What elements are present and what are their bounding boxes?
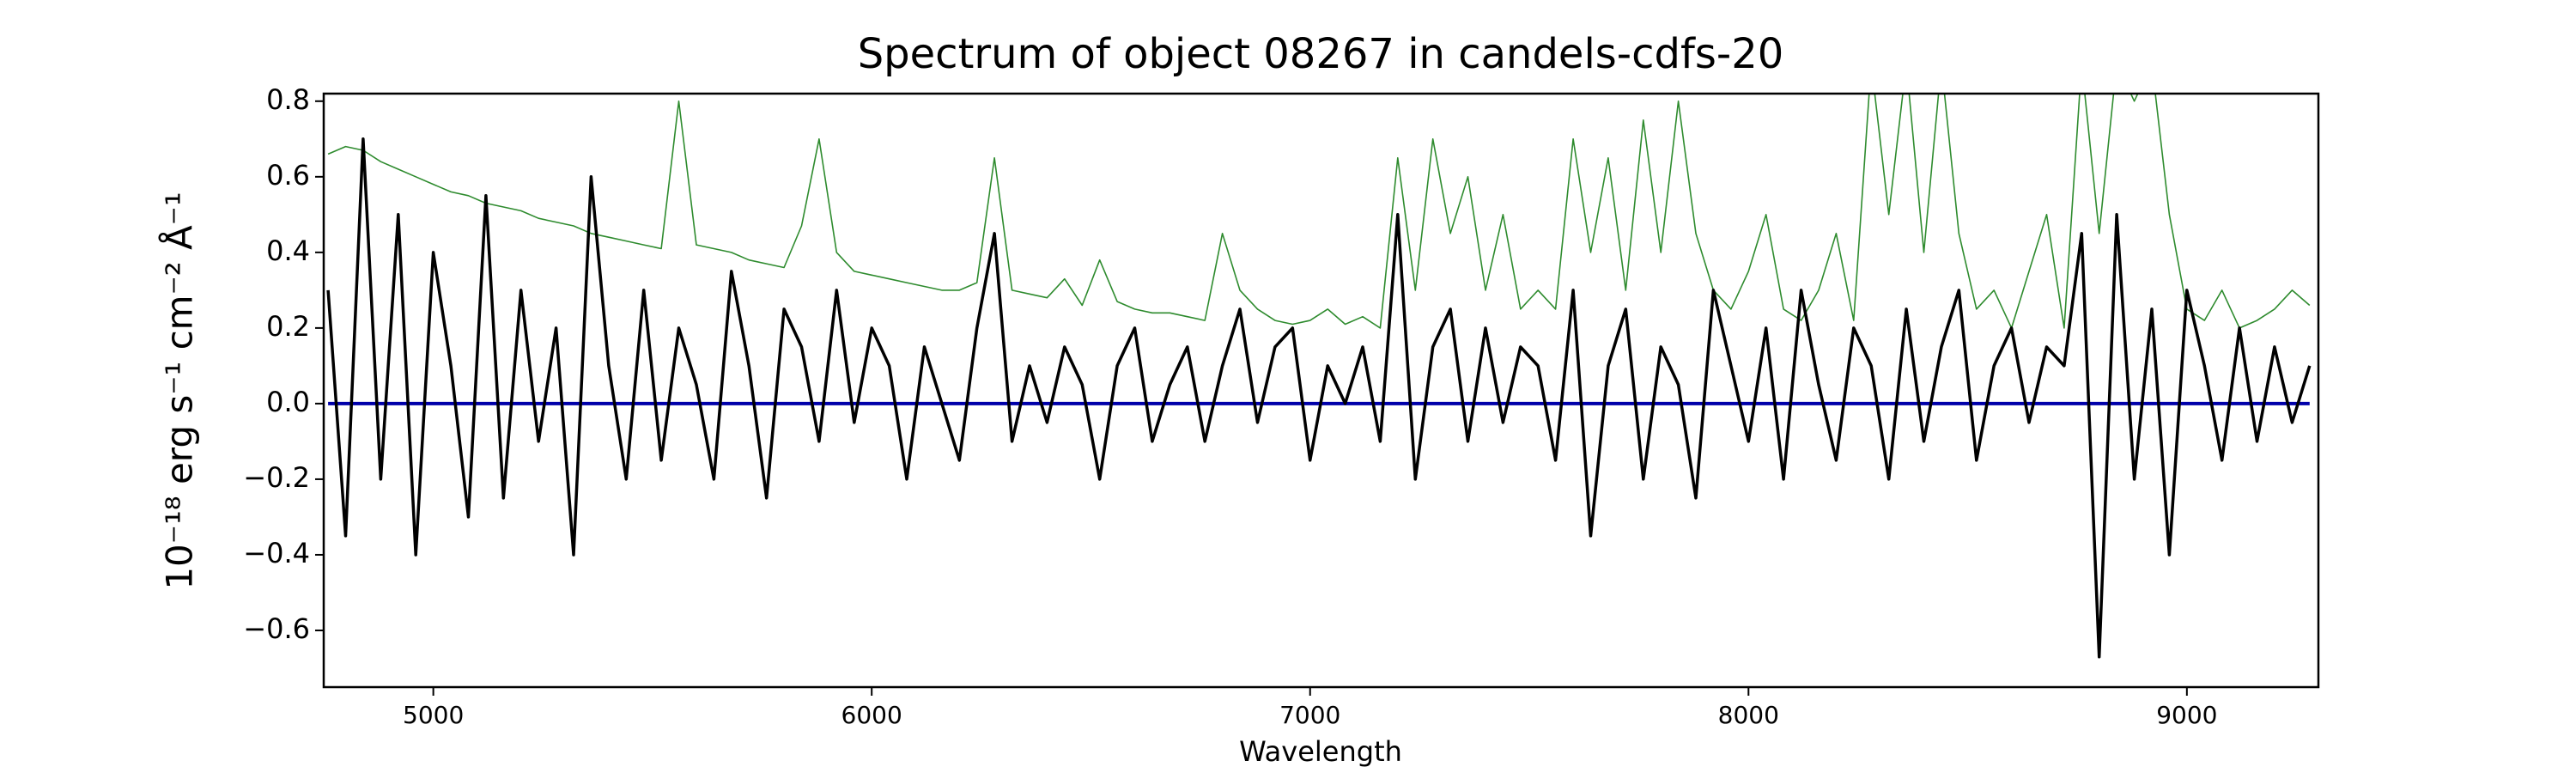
y-tick-label: 0.6: [266, 159, 310, 192]
plot-area: [326, 94, 2312, 659]
x-tick-label: 9000: [2156, 701, 2217, 729]
x-tick-label: 8000: [1718, 701, 1779, 729]
chart-title: Spectrum of object 08267 in candels-cdfs…: [858, 30, 1784, 78]
y-tick-label: 0.0: [266, 386, 310, 418]
x-axis-label: Wavelength: [1239, 735, 1402, 768]
y-tick-label: −0.6: [243, 612, 310, 645]
x-tick-label: 7000: [1279, 701, 1340, 729]
spectrum-line: [326, 137, 2312, 659]
axes-frame: [322, 92, 2320, 689]
x-tick-label: 5000: [403, 701, 464, 729]
y-axis-label: 10⁻¹⁸ erg s⁻¹ cm⁻² Å⁻¹: [158, 192, 201, 589]
y-tick-label: −0.4: [243, 537, 310, 569]
y-tick-label: 0.2: [266, 310, 310, 343]
y-tick-label: −0.2: [243, 461, 310, 494]
y-tick-label: 0.8: [266, 83, 310, 116]
y-tick-label: 0.4: [266, 234, 310, 267]
spectrum-line: [327, 94, 2311, 329]
x-tick-label: 6000: [841, 701, 902, 729]
